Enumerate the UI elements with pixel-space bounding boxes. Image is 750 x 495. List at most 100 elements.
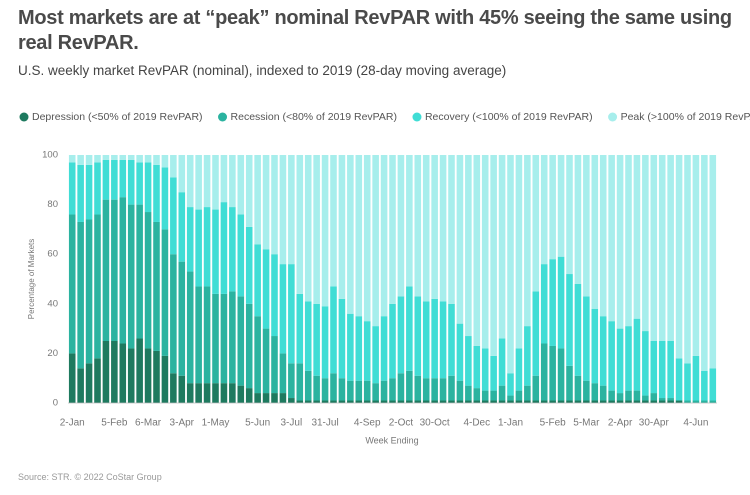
- bar-segment: [77, 155, 84, 165]
- bar-segment: [557, 348, 565, 401]
- bar-segment: [465, 155, 472, 337]
- bar-segment: [203, 207, 211, 287]
- bar-segment: [540, 264, 548, 344]
- bar-segment: [229, 207, 236, 292]
- bar-segment: [583, 155, 590, 297]
- bar-segment: [414, 400, 422, 403]
- bar-segment: [271, 254, 278, 337]
- bar-segment: [557, 155, 565, 257]
- bar-segment: [85, 155, 93, 165]
- bar-segment: [153, 155, 160, 165]
- bar-segment: [321, 400, 329, 403]
- x-axis-label: Week Ending: [365, 435, 418, 445]
- x-tick-label: 3-Apr: [170, 418, 195, 429]
- bar-segment: [524, 400, 531, 403]
- bar-segment: [642, 331, 649, 396]
- bar-segment: [304, 155, 312, 302]
- bar-segment: [566, 365, 573, 401]
- bar-segment: [94, 214, 101, 359]
- bar-segment: [549, 155, 556, 260]
- bar-segment: [347, 380, 354, 401]
- bar-segment: [195, 209, 202, 287]
- bar-segment: [363, 321, 371, 381]
- bar-segment: [355, 316, 363, 381]
- bar-segment: [77, 164, 84, 222]
- bar-segment: [667, 398, 674, 401]
- bar-segment: [111, 155, 118, 160]
- bar-segment: [675, 358, 683, 401]
- x-tick-label: 5-Jun: [245, 418, 270, 429]
- bar-segment: [448, 400, 455, 403]
- bar-segment: [254, 155, 261, 245]
- bar-segment: [473, 345, 481, 389]
- x-tick-label: 4-Sep: [354, 418, 381, 429]
- legend-label: Depression (<50% of 2019 RevPAR): [32, 111, 203, 123]
- bar-segment: [448, 375, 455, 401]
- bar-segment: [591, 400, 599, 403]
- bar-segment: [532, 155, 540, 292]
- bar-segment: [599, 155, 607, 317]
- bar-segment: [709, 400, 717, 403]
- bar-segment: [237, 155, 245, 215]
- x-tick-label: 2-Oct: [389, 418, 414, 429]
- bar-segment: [406, 155, 413, 287]
- bar-segment: [633, 318, 641, 391]
- bar-segment: [347, 155, 354, 314]
- bar-segment: [507, 373, 514, 396]
- bar-segment: [347, 400, 354, 403]
- bar-segment: [153, 221, 160, 351]
- bar-segment: [515, 348, 523, 391]
- bar-segment: [709, 155, 717, 369]
- y-tick-label: 0: [53, 398, 58, 409]
- bar-segment: [220, 293, 228, 384]
- bar-segment: [389, 378, 396, 401]
- bar-segment: [380, 316, 388, 381]
- bar-segment: [448, 155, 455, 304]
- bar-segment: [136, 338, 143, 403]
- bar-segment: [608, 400, 615, 403]
- bar-segment: [127, 159, 135, 205]
- bar-segment: [658, 341, 666, 399]
- bar-segment: [85, 164, 93, 220]
- bar-segment: [591, 155, 599, 309]
- bar-segment: [481, 155, 489, 349]
- bar-segment: [279, 393, 287, 403]
- bar-segment: [692, 400, 700, 403]
- bar-segment: [642, 155, 649, 332]
- bar-segment: [473, 155, 481, 346]
- bar-segment: [220, 155, 228, 203]
- bar-segment: [94, 162, 101, 215]
- bar-segment: [212, 293, 219, 384]
- bar-segment: [127, 155, 135, 160]
- bar-segment: [481, 348, 489, 391]
- bar-segment: [144, 162, 152, 213]
- legend-marker: [608, 112, 618, 122]
- bar-segment: [557, 400, 565, 403]
- bar-segment: [667, 155, 674, 341]
- bar-segment: [490, 400, 497, 403]
- bar-segment: [574, 400, 582, 403]
- bar-segment: [633, 390, 641, 401]
- bar-segment: [667, 341, 674, 399]
- bar-segment: [507, 395, 514, 401]
- bar-segment: [271, 155, 278, 255]
- bar-segment: [566, 400, 573, 403]
- bar-segment: [701, 155, 708, 371]
- bar-segment: [422, 378, 430, 401]
- bar-segment: [675, 400, 683, 403]
- bar-segment: [583, 400, 590, 403]
- bar-segment: [456, 323, 464, 381]
- bar-segment: [195, 286, 202, 384]
- bar-segment: [363, 380, 371, 401]
- bar-segment: [153, 164, 160, 222]
- bar-segment: [85, 363, 93, 403]
- bar-segment: [127, 348, 135, 403]
- bar-segment: [625, 400, 632, 403]
- bar-segment: [203, 155, 211, 208]
- bar-segment: [507, 400, 514, 403]
- bar-segment: [170, 373, 177, 403]
- bar-segment: [498, 385, 506, 401]
- bar-segment: [254, 244, 261, 317]
- bar-segment: [650, 341, 658, 394]
- bar-segment: [481, 400, 489, 403]
